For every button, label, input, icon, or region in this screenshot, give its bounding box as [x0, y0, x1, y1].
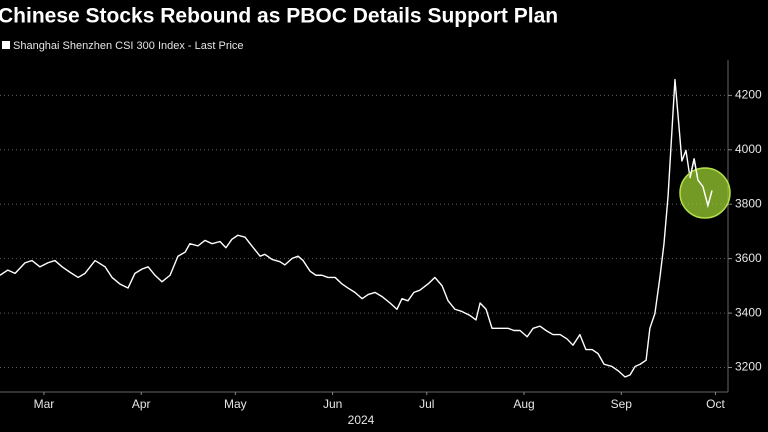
price-line — [0, 78, 713, 378]
x-tick-label: Oct — [706, 397, 725, 411]
legend-swatch — [2, 41, 10, 49]
y-tick-label: 3800 — [735, 196, 762, 210]
legend-label: Shanghai Shenzhen CSI 300 Index - Last P… — [13, 40, 244, 52]
x-tick-label: Jun — [323, 397, 342, 411]
price-line-highlight — [689, 158, 713, 209]
x-tick-label: Aug — [513, 397, 534, 411]
y-tick-label: 3600 — [735, 251, 762, 265]
x-tick-label: May — [224, 397, 247, 411]
chart-title: Chinese Stocks Rebound as PBOC Details S… — [0, 5, 558, 28]
x-tick-label: Mar — [34, 397, 55, 411]
y-tick-label: 4200 — [735, 88, 762, 102]
x-tick-label: Sep — [611, 397, 633, 411]
x-axis-label: 2024 — [348, 413, 375, 427]
y-tick-label: 3400 — [735, 305, 762, 319]
x-tick-label: Apr — [132, 397, 151, 411]
x-tick-label: Jul — [419, 397, 434, 411]
y-tick-label: 3200 — [735, 360, 762, 374]
y-tick-label: 4000 — [735, 142, 762, 156]
